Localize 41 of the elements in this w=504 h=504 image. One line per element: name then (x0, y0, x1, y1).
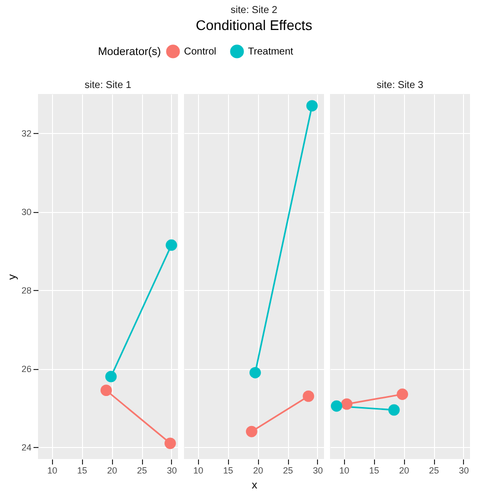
chart-subtitle: site: Site 1 (84, 80, 132, 91)
point (249, 366, 261, 378)
x-tick-label: 30 (166, 466, 177, 476)
y-tick-label: 32 (21, 128, 32, 139)
legend-title: Moderator(s) (98, 46, 161, 58)
y-tick-label: 24 (21, 442, 32, 453)
x-tick-label: 20 (107, 466, 118, 476)
legend-label: Control (184, 46, 216, 58)
point (388, 404, 400, 416)
point (164, 438, 176, 449)
legend-label: Treatment (248, 46, 294, 58)
x-tick-label: 25 (428, 466, 440, 476)
x-tick-label: 20 (253, 466, 264, 476)
x-tick-label: 15 (77, 466, 88, 476)
x-axis-title: x (252, 480, 258, 492)
x-tick-label: 10 (47, 466, 58, 476)
point (330, 400, 342, 412)
point (341, 398, 352, 410)
x-tick-label: 30 (312, 466, 323, 476)
x-tick-label: 25 (282, 466, 294, 476)
point (246, 426, 258, 438)
y-tick-label: 26 (21, 364, 32, 374)
y-axis-title: y (6, 274, 18, 280)
point (105, 370, 117, 382)
point (306, 100, 318, 112)
point (302, 390, 314, 402)
point (100, 384, 112, 396)
x-tick-label: 15 (223, 466, 234, 476)
chart-subtitle: site: Site 3 (376, 80, 424, 91)
x-tick-label: 25 (136, 466, 148, 476)
chart-subtitle: site: Site 2 (230, 5, 278, 16)
x-tick-label: 15 (369, 466, 380, 476)
point (396, 388, 408, 400)
point (166, 239, 178, 251)
x-tick-label: 30 (458, 466, 469, 476)
x-tick-label: 10 (193, 466, 204, 476)
chart-title: Conditional Effects (196, 17, 312, 33)
x-tick-label: 10 (339, 466, 350, 476)
x-tick-label: 20 (399, 466, 410, 476)
y-tick-label: 28 (21, 286, 32, 296)
y-tick-label: 30 (21, 207, 32, 218)
